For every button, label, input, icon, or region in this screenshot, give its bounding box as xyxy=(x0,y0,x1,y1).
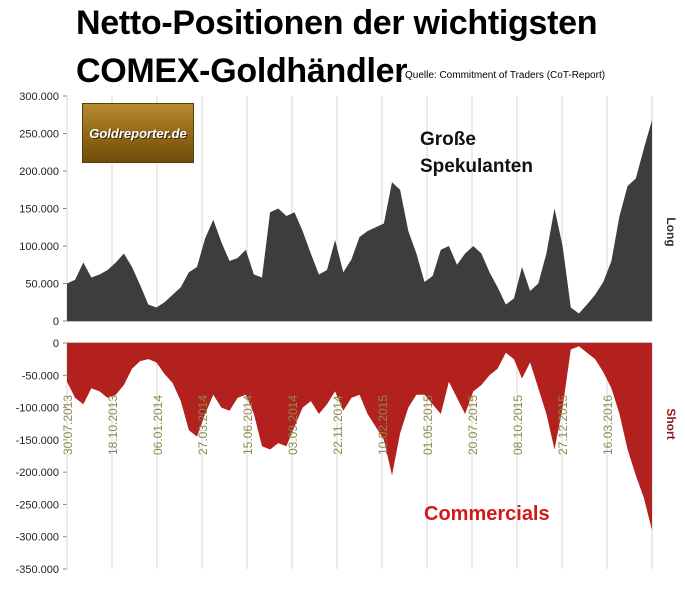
bottom-y-tick-label: 0 xyxy=(53,338,59,350)
top-y-tick-label: 150.000 xyxy=(19,204,59,216)
logo-text: Goldreporter.de xyxy=(89,125,187,141)
x-date-label: 08.10.2015 xyxy=(511,395,525,455)
series-area-grosse-spekulanten xyxy=(67,120,652,321)
x-date-label: 27.12.2015 xyxy=(556,395,570,455)
top-y-tick-label: 250.000 xyxy=(19,129,59,141)
x-date-label: 10.02.2015 xyxy=(376,395,390,455)
x-date-label: 30.07.2013 xyxy=(61,395,75,455)
x-date-label: 01.05.2015 xyxy=(421,395,435,455)
series-label-grosse-spekulanten: Große Spekulanten xyxy=(420,129,533,177)
bottom-y-tick-label: -50.000 xyxy=(22,370,59,382)
x-date-label: 16.03.2016 xyxy=(601,395,615,455)
side-label-short: Short xyxy=(664,408,678,439)
top-y-tick-label: 100.000 xyxy=(19,241,59,253)
x-date-label: 03.09.2014 xyxy=(286,395,300,455)
x-date-label: 18.10.2013 xyxy=(106,395,120,455)
bottom-y-tick-label: -200.000 xyxy=(16,467,59,479)
series-area-commercials xyxy=(67,343,652,531)
x-date-label: 20.07.2015 xyxy=(466,395,480,455)
x-date-label: 27.03.2014 xyxy=(196,395,210,455)
bottom-y-tick-label: -150.000 xyxy=(16,435,59,447)
source-note: Quelle: Commitment of Traders (CoT-Repor… xyxy=(405,70,606,81)
bottom-y-tick-label: -100.000 xyxy=(16,403,59,415)
top-y-tick-label: 50.000 xyxy=(25,279,59,291)
x-date-label: 22.11.2014 xyxy=(331,395,345,454)
bottom-y-tick-label: -300.000 xyxy=(16,532,59,544)
bottom-y-tick-label: -350.000 xyxy=(16,564,59,576)
bottom-y-tick-label: -250.000 xyxy=(16,499,59,511)
x-date-label: 15.06.2014 xyxy=(241,395,255,455)
top-y-tick-label: 0 xyxy=(53,316,59,328)
chart-title-line1: Netto-Positionen der wichtigsten xyxy=(76,4,598,42)
top-y-ticks: 0 50.000 100.000 150.000 200.000 250.000 300.0… xyxy=(19,91,59,328)
x-date-label: 06.01.2014 xyxy=(151,395,165,455)
goldreporter-logo: Goldreporter.de xyxy=(82,103,194,163)
chart-title-line2: COMEX-Goldhändler xyxy=(76,52,408,90)
top-y-tick-label: 200.000 xyxy=(19,166,59,178)
side-label-long: Long xyxy=(664,217,678,246)
series-label-commercials: Commercials xyxy=(424,503,550,525)
bottom-y-ticks: 0 -50.000 -100.000 -150.000 -200.000 -250.000… xyxy=(16,338,59,576)
top-y-tick-label: 300.000 xyxy=(19,91,59,103)
x-date-labels: 30.07.2013 18.10.2013 06.01.2014 27.03.2014… xyxy=(61,395,615,455)
